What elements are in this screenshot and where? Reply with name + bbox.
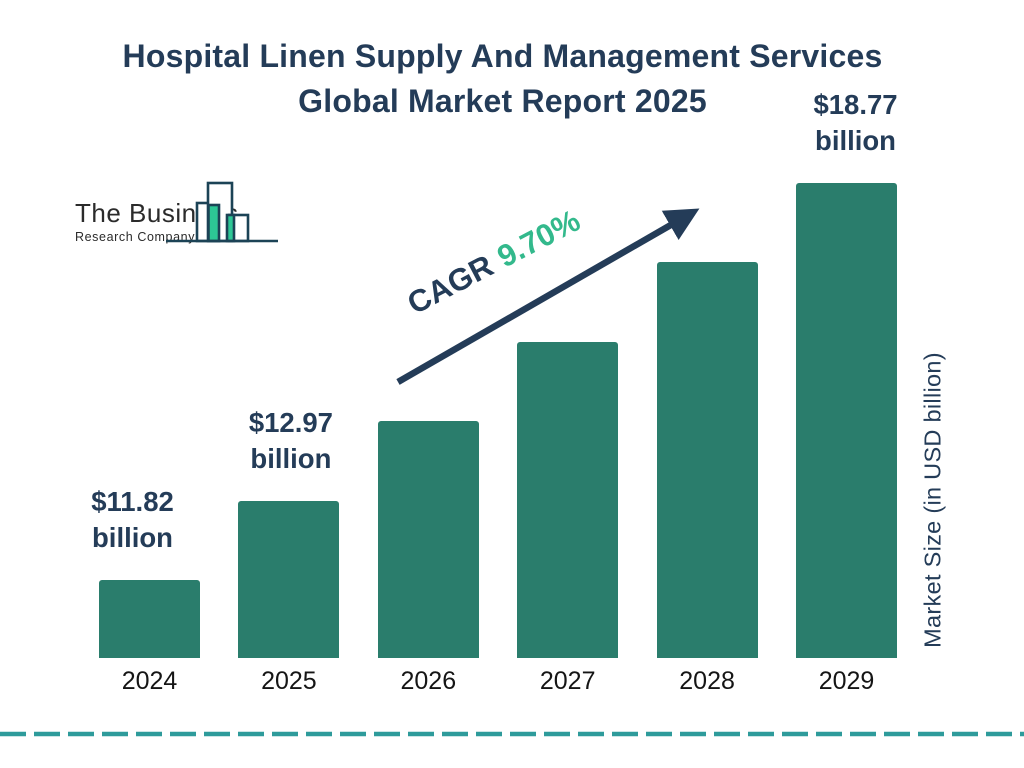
x-tick-2026: 2026 (400, 667, 457, 695)
bar-2028 (656, 262, 758, 658)
x-tick-2027: 2027 (539, 667, 596, 695)
value-unit: billion (250, 442, 332, 474)
x-tick-2028: 2028 (679, 667, 735, 695)
footer-dashed-divider (0, 731, 1024, 737)
value-label-2029: $18.77 billion (813, 87, 897, 159)
y-axis-label: Market Size (in USD billion) (919, 352, 946, 648)
value-label-2024: $11.82 billion (91, 484, 174, 556)
value-label-2025: $12.97 billion (249, 405, 333, 477)
cagr-label: CAGR9.70% (402, 203, 586, 322)
title-line-2: Global Market Report 2025 (298, 83, 707, 119)
value-amount: $18.77 (813, 89, 898, 120)
value-amount: $11.82 (91, 486, 174, 517)
x-tick-2029: 2029 (818, 667, 875, 695)
company-subname: Research Company (75, 230, 196, 244)
bar-2025 (238, 500, 340, 658)
page-title: Hospital Linen Supply And Management Ser… (0, 34, 1005, 124)
bar-2027 (517, 341, 619, 658)
bar-2026 (377, 421, 479, 658)
cagr-value: 9.70% (491, 202, 586, 275)
logo-bar-chart-icon (166, 181, 278, 243)
x-tick-2024: 2024 (121, 667, 178, 695)
bar-2029 (796, 183, 897, 658)
cagr-prefix: CAGR (401, 247, 499, 322)
x-tick-2025: 2025 (261, 667, 317, 695)
value-unit: billion (815, 125, 896, 156)
value-amount: $12.97 (248, 406, 333, 438)
bar-2024 (99, 580, 200, 658)
title-line-1: Hospital Linen Supply And Management Ser… (122, 38, 883, 74)
value-unit: billion (92, 522, 173, 553)
